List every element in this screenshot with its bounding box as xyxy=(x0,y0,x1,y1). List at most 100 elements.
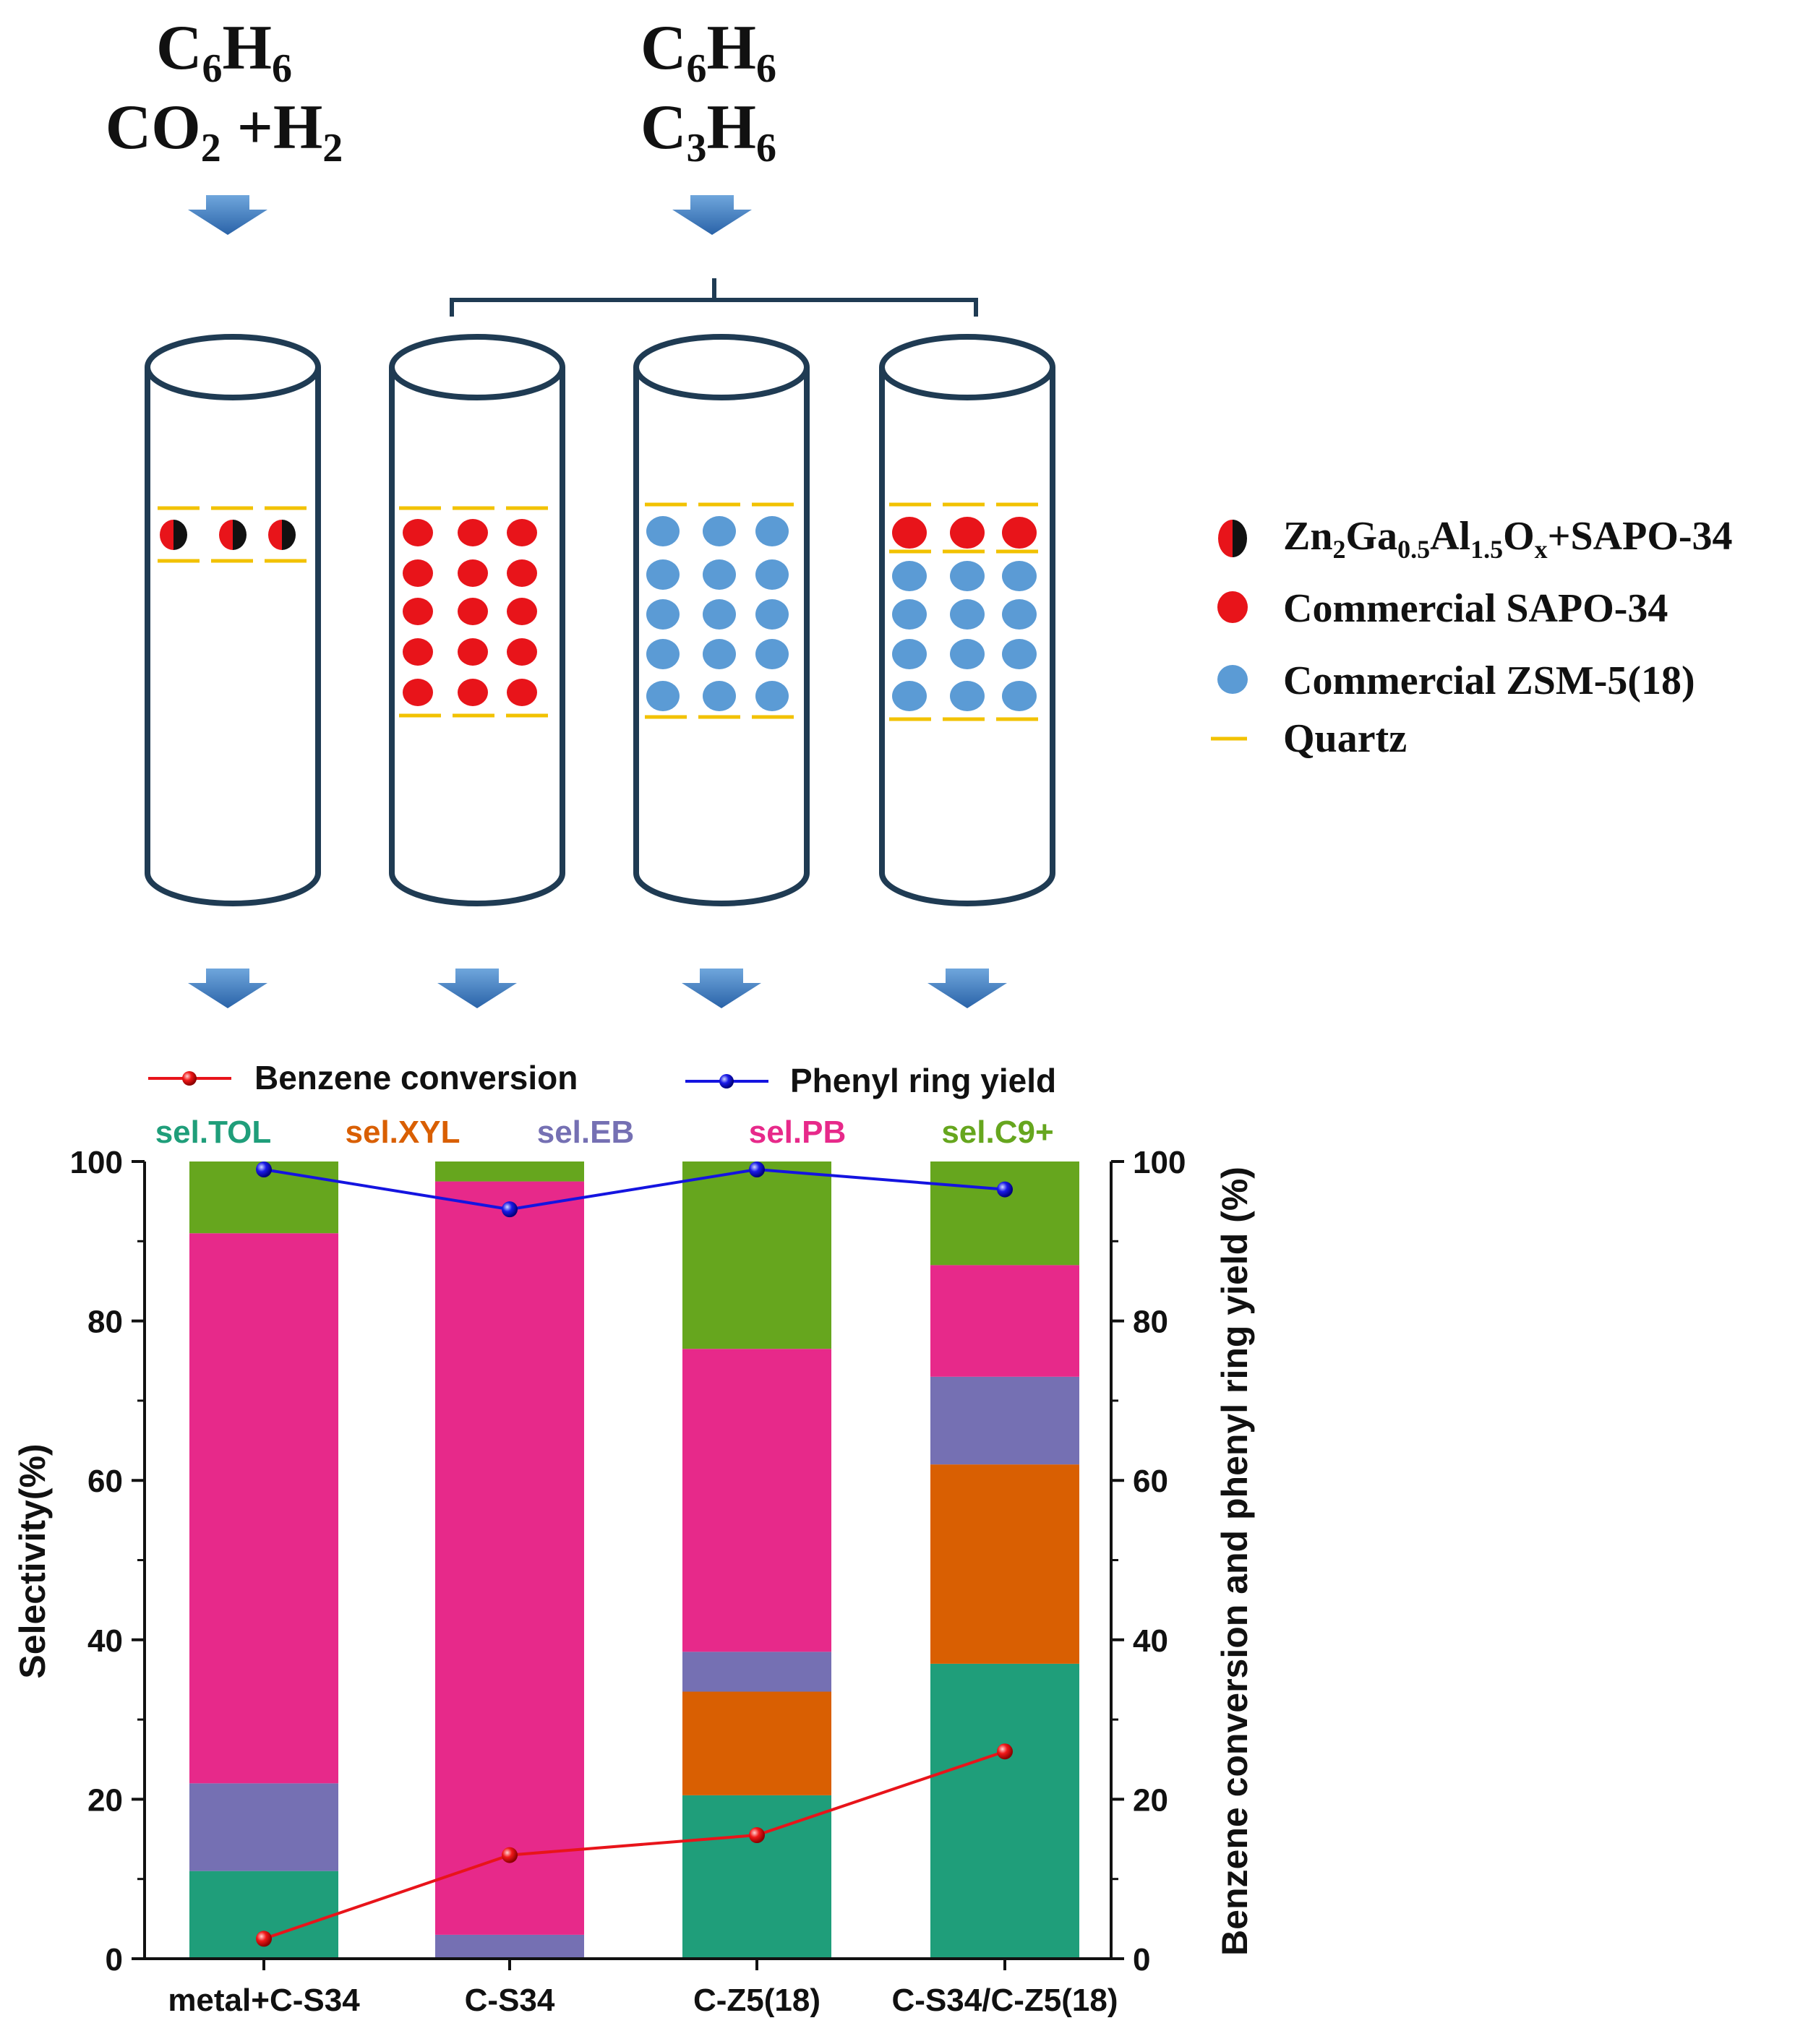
line-series xyxy=(256,1161,1013,1947)
sapo-particle xyxy=(458,679,488,706)
feed-right-l1-b: H xyxy=(707,13,756,83)
legend-zsm-label: Commercial ZSM-5(18) xyxy=(1283,658,1695,703)
bar-segment-selpb xyxy=(189,1233,338,1784)
arrow-down-icon xyxy=(437,969,517,1008)
arrow-down-icon xyxy=(188,195,267,235)
bracket xyxy=(450,278,978,317)
legend-sapo-icon xyxy=(1217,591,1248,623)
bar-segment-seltol xyxy=(682,1795,831,1959)
sapo-particle xyxy=(1002,517,1037,549)
zsm-particle xyxy=(892,599,927,630)
bar-segment-seleb xyxy=(189,1783,338,1871)
catalyst-legend: Zn2Ga0.5Al1.5Ox+SAPO-34 Commercial SAPO-… xyxy=(1211,514,1733,761)
ticks: 0 0 20 20 40 40 60 60 80 80 100 100 xyxy=(70,1145,1186,1978)
mixed-particle xyxy=(268,520,296,550)
svg-text:C3H6: C3H6 xyxy=(640,93,776,171)
bar-segment-seltol xyxy=(930,1663,1079,1959)
bar-segment-seleb xyxy=(435,1934,584,1959)
feed-right-l2-b: H xyxy=(707,93,756,163)
catalyst-particles xyxy=(160,516,1037,711)
legend-sapo-label: Commercial SAPO-34 xyxy=(1283,586,1668,631)
feed-left-l1-s1: 6 xyxy=(202,46,223,91)
feed-left-l2-a: CO xyxy=(106,93,201,163)
bar-segment-selc9 xyxy=(682,1161,831,1349)
sapo-particle xyxy=(403,638,433,666)
x-tick-label: C-S34 xyxy=(465,1983,555,2018)
point-conversion xyxy=(749,1827,765,1844)
x-tick-label: metal+C-S34 xyxy=(168,1983,360,2018)
feed-left-l2-s2: 2 xyxy=(322,126,343,171)
sapo-particle xyxy=(507,559,537,587)
x-tick-labels: metal+C-S34 C-S34 C-Z5(18) C-S34/C-Z5(18) xyxy=(168,1959,1118,2018)
zsm-particle xyxy=(950,639,985,669)
zsm-particle xyxy=(755,681,789,711)
bar-segment-selc9 xyxy=(435,1161,584,1182)
zsm-particle xyxy=(1002,599,1037,630)
point-conversion xyxy=(997,1743,1013,1760)
sapo-particle xyxy=(458,598,488,625)
point-yield xyxy=(749,1161,765,1178)
sapo-particle xyxy=(458,638,488,666)
tube-3 xyxy=(633,334,810,906)
zsm-particle xyxy=(646,516,680,546)
bar-segment-seleb xyxy=(682,1652,831,1692)
zsm-particle xyxy=(703,639,736,669)
bar-segment-selpb xyxy=(682,1349,831,1652)
series-label-tol: sel.TOL xyxy=(155,1115,272,1150)
sapo-particle xyxy=(507,598,537,625)
y-axis-right-label: Benzene conversion and phenyl ring yield… xyxy=(1214,1167,1255,1956)
feed-left-l1-s2: 6 xyxy=(272,46,292,91)
legend-mixed-icon xyxy=(1218,520,1247,557)
point-conversion xyxy=(502,1847,518,1863)
zsm-particle xyxy=(703,599,736,630)
zsm-particle xyxy=(1002,639,1037,669)
point-yield xyxy=(502,1201,518,1218)
y-tick-label-right: 100 xyxy=(1133,1145,1186,1180)
feed-right-l1-a: C xyxy=(640,13,687,83)
feed-right-label: C6H6 C3H6 xyxy=(640,13,776,171)
zsm-particle xyxy=(646,599,680,630)
bars xyxy=(189,1161,1079,1959)
feed-right-l2-s1: 3 xyxy=(687,126,707,171)
point-conversion xyxy=(256,1931,272,1947)
feed-right-l1-s2: 6 xyxy=(756,46,776,91)
legend-mixed-label: Zn2Ga0.5Al1.5Ox+SAPO-34 xyxy=(1283,514,1733,564)
feed-left-l1-b: H xyxy=(223,13,272,83)
series-label-pb: sel.PB xyxy=(749,1115,847,1150)
zsm-particle xyxy=(950,561,985,591)
zsm-particle xyxy=(892,561,927,591)
tube-2 xyxy=(389,334,565,906)
x-tick-label: C-S34/C-Z5(18) xyxy=(892,1983,1118,2018)
zsm-particle xyxy=(755,639,789,669)
feed-right-l1-s1: 6 xyxy=(687,46,707,91)
feed-right-l2-s2: 6 xyxy=(756,126,776,171)
series-labels: sel.TOL sel.XYL sel.EB sel.PB sel.C9+ xyxy=(155,1115,1054,1150)
zsm-particle xyxy=(646,681,680,711)
sapo-particle xyxy=(403,519,433,546)
sapo-particle xyxy=(403,559,433,587)
zsm-particle xyxy=(646,639,680,669)
svg-text:C6H6: C6H6 xyxy=(156,13,292,91)
svg-text:C6H6: C6H6 xyxy=(640,13,776,91)
sapo-particle xyxy=(458,559,488,587)
point-yield xyxy=(256,1161,272,1178)
arrow-down-icon xyxy=(682,969,761,1008)
arrow-down-icon xyxy=(672,195,752,235)
mixed-particle xyxy=(219,520,247,550)
bar-segment-seleb xyxy=(930,1376,1079,1465)
svg-text:CO2 +H2: CO2 +H2 xyxy=(106,93,343,171)
bar-segment-selc9 xyxy=(930,1161,1079,1266)
feed-left-label: C6H6 CO2 +H2 xyxy=(106,13,343,171)
arrow-down-icon xyxy=(927,969,1007,1008)
y-tick-label-right: 80 xyxy=(1133,1305,1168,1340)
zsm-particle xyxy=(892,639,927,669)
zsm-particle xyxy=(755,599,789,630)
y-tick-label-left: 20 xyxy=(87,1782,123,1818)
sapo-particle xyxy=(403,679,433,706)
y-axis-left-label: Selectivity(%) xyxy=(12,1443,53,1678)
x-tick-label: C-Z5(18) xyxy=(693,1983,821,2018)
zsm-particle xyxy=(703,681,736,711)
feed-right-l2-a: C xyxy=(640,93,687,163)
yield-marker-icon xyxy=(719,1074,734,1088)
